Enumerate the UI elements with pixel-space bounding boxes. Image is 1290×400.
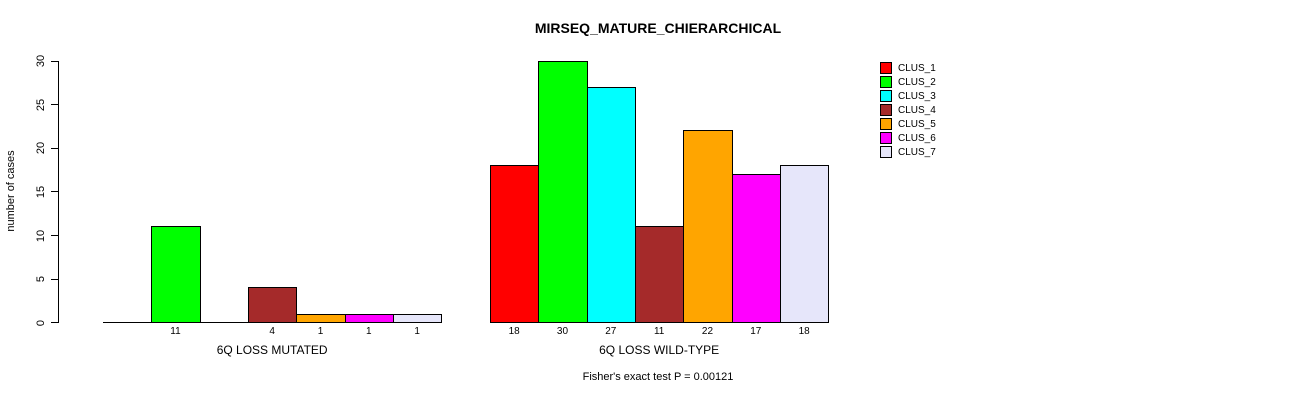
legend-swatch-icon bbox=[880, 146, 892, 158]
bar-clus_1 bbox=[490, 165, 540, 324]
y-axis-label: number of cases bbox=[5, 150, 17, 232]
bar-value-label: 18 bbox=[798, 326, 810, 337]
legend-swatch-icon bbox=[880, 132, 892, 144]
chart-title: MIRSEQ_MATURE_CHIERARCHICAL bbox=[534, 20, 782, 36]
caption-fishers-test: Fisher's exact test P = 0.00121 bbox=[582, 371, 734, 383]
group-label: 6Q LOSS MUTATED bbox=[216, 343, 328, 357]
y-axis-tick-label: 10 bbox=[35, 229, 47, 242]
y-axis-tick bbox=[51, 278, 58, 280]
bar-clus_4 bbox=[247, 287, 298, 324]
bar-clus_7 bbox=[779, 165, 830, 324]
y-axis-tick-label: 30 bbox=[35, 54, 47, 68]
group-label: 6Q LOSS WILD-TYPE bbox=[599, 343, 720, 357]
legend-item: CLUS_5 bbox=[880, 117, 936, 131]
y-axis-tick-label: 15 bbox=[35, 185, 47, 199]
y-axis-tick bbox=[51, 191, 58, 193]
legend-swatch-icon bbox=[880, 76, 892, 88]
legend-item-label: CLUS_6 bbox=[898, 132, 936, 144]
bar-clus_2 bbox=[151, 226, 201, 324]
y-axis-tick-label: 25 bbox=[35, 98, 47, 111]
legend-item: CLUS_2 bbox=[880, 75, 936, 89]
y-axis-tick-label: 0 bbox=[35, 319, 47, 326]
legend-swatch-icon bbox=[880, 62, 892, 74]
legend-swatch-icon bbox=[880, 118, 892, 130]
bar-clus_7 bbox=[392, 313, 443, 324]
legend-item: CLUS_3 bbox=[880, 89, 936, 103]
legend-item: CLUS_4 bbox=[880, 103, 936, 117]
y-axis-tick-label: 5 bbox=[35, 276, 47, 283]
y-axis-tick bbox=[51, 104, 58, 106]
legend-swatch-icon bbox=[880, 90, 892, 102]
y-axis-tick bbox=[51, 60, 58, 62]
bar-clus_5 bbox=[683, 130, 733, 324]
bar-value-label: 11 bbox=[653, 326, 665, 337]
legend-item-label: CLUS_7 bbox=[898, 146, 936, 158]
y-axis-tick-label: 20 bbox=[35, 142, 47, 155]
bar-value-label: 11 bbox=[170, 326, 181, 337]
bar-clus_2 bbox=[538, 60, 588, 324]
bar-value-label: 22 bbox=[701, 326, 714, 337]
bar-value-label: 30 bbox=[556, 326, 569, 337]
legend-swatch-icon bbox=[880, 104, 892, 116]
y-axis-tick bbox=[51, 147, 58, 149]
legend-item: CLUS_6 bbox=[880, 131, 936, 145]
bar-value-label: 1 bbox=[366, 326, 372, 337]
bar-clus_6 bbox=[731, 173, 781, 324]
bar-value-label: 18 bbox=[508, 326, 520, 337]
bar-value-label: 4 bbox=[269, 326, 275, 337]
legend-item: CLUS_1 bbox=[880, 61, 936, 75]
y-axis-line bbox=[58, 60, 59, 324]
bar-value-label: 1 bbox=[414, 326, 420, 337]
legend-item-label: CLUS_1 bbox=[898, 62, 936, 74]
bar-value-label: 27 bbox=[605, 326, 617, 337]
bar-clus_4 bbox=[634, 226, 685, 324]
legend: CLUS_1 CLUS_2 CLUS_3 CLUS_4 CLUS_5 CLUS_6 CLUS… bbox=[880, 61, 936, 159]
legend-item-label: CLUS_3 bbox=[898, 90, 936, 102]
legend-item-label: CLUS_5 bbox=[898, 118, 936, 130]
bar-clus_3 bbox=[586, 86, 636, 324]
y-axis-tick bbox=[51, 235, 58, 237]
legend-item-label: CLUS_4 bbox=[898, 104, 936, 116]
bar-clus_6 bbox=[344, 313, 394, 324]
legend-item-label: CLUS_2 bbox=[898, 76, 936, 88]
y-axis-tick bbox=[51, 322, 58, 324]
bar-clus_5 bbox=[296, 313, 346, 324]
bar-value-label: 1 bbox=[317, 326, 324, 337]
legend-item: CLUS_7 bbox=[880, 145, 936, 159]
bar-value-label: 17 bbox=[750, 326, 762, 337]
